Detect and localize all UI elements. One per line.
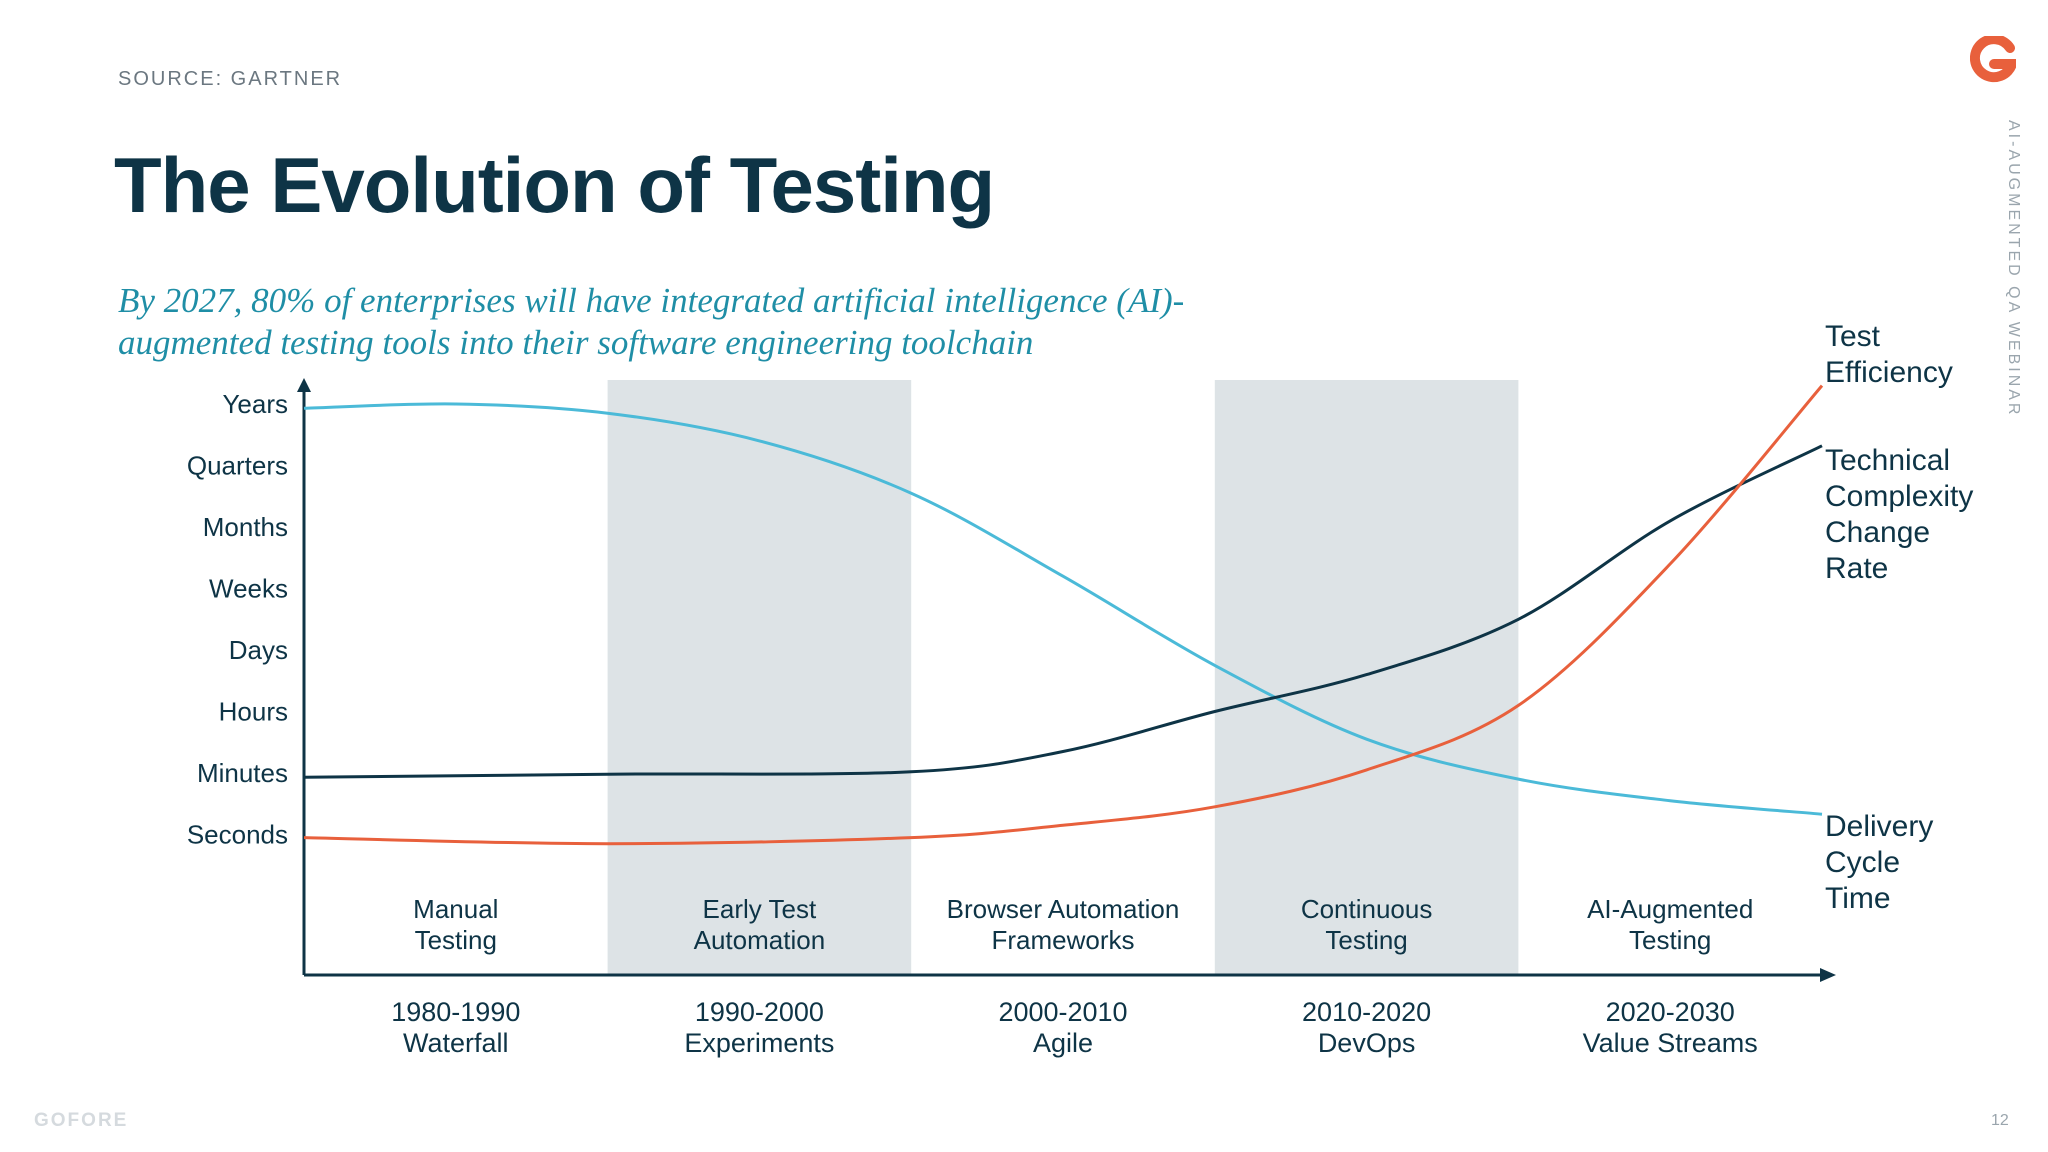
x-axis-arrow <box>1820 968 1836 982</box>
y-tick-label: Seconds <box>187 820 288 850</box>
series-line-technical-complexity <box>303 444 1823 779</box>
era-label-line2: Value Streams <box>1583 1028 1758 1058</box>
y-tick-label: Days <box>229 635 288 665</box>
series-label-technical-complexity: Change <box>1825 516 1930 549</box>
series-label-delivery-cycle-time: Delivery <box>1825 810 1933 843</box>
era-label-line1: 2020-2030 <box>1606 997 1735 1027</box>
stage-label-line1: Continuous <box>1301 894 1433 924</box>
series-label-technical-complexity: Technical <box>1825 444 1950 477</box>
era-label-line2: Waterfall <box>403 1028 509 1058</box>
y-tick-label: Years <box>222 389 288 419</box>
series-line-test-efficiency <box>303 384 1824 846</box>
subtitle-line-2: augmented testing tools into their softw… <box>118 323 1034 362</box>
era-label-line2: Agile <box>1033 1028 1093 1058</box>
series-label-test-efficiency: Test <box>1825 320 1881 353</box>
stage-label-line2: Testing <box>1325 925 1407 955</box>
y-tick-label: Hours <box>219 697 288 727</box>
series-label-delivery-cycle-time: Time <box>1825 882 1891 915</box>
stage-label-line2: Automation <box>694 925 826 955</box>
stage-label-line1: AI-Augmented <box>1587 894 1753 924</box>
y-tick-label: Minutes <box>197 758 288 788</box>
stage-label-line1: Manual <box>413 894 498 924</box>
logo-svg <box>1969 34 2019 83</box>
series-line-delivery-cycle-time <box>303 402 1823 816</box>
subtitle: By 2027, 80% of enterprises will have in… <box>118 280 1418 364</box>
era-label-line2: Experiments <box>684 1028 834 1058</box>
page-number: 12 <box>1991 1112 2009 1129</box>
era-label-line2: DevOps <box>1318 1028 1416 1058</box>
series-label-delivery-cycle-time: Cycle <box>1825 846 1900 879</box>
y-tick-label: Weeks <box>209 574 288 604</box>
stage-label-line2: Frameworks <box>991 925 1134 955</box>
y-axis-arrow <box>297 378 311 392</box>
webinar-vertical-label: AI-AUGMENTED QA WEBINAR <box>2005 120 2022 418</box>
y-tick-label: Months <box>203 512 288 542</box>
era-label-line1: 1980-1990 <box>391 997 520 1027</box>
era-label-line1: 2000-2010 <box>998 997 1127 1027</box>
stage-band <box>1214 380 1519 975</box>
y-tick-label: Quarters <box>187 451 288 481</box>
series-label-test-efficiency: Efficiency <box>1825 356 1953 389</box>
stage-label-line2: Testing <box>1629 925 1711 955</box>
series-label-technical-complexity: Rate <box>1825 552 1888 585</box>
stage-label-line2: Testing <box>415 925 497 955</box>
gofore-g-logo-icon <box>1969 34 2019 91</box>
era-label-line1: 2010-2020 <box>1302 997 1431 1027</box>
page-title: The Evolution of Testing <box>114 141 995 229</box>
footer-brand: GOFORE <box>34 1110 129 1131</box>
stage-band <box>607 380 912 975</box>
source-note: SOURCE: GARTNER <box>118 68 343 90</box>
era-label-line1: 1990-2000 <box>695 997 824 1027</box>
stage-label-line1: Browser Automation <box>947 894 1180 924</box>
series-label-technical-complexity: Complexity <box>1825 480 1973 513</box>
stage-label-line1: Early Test <box>703 894 817 924</box>
subtitle-line-1: By 2027, 80% of enterprises will have in… <box>118 281 1185 320</box>
